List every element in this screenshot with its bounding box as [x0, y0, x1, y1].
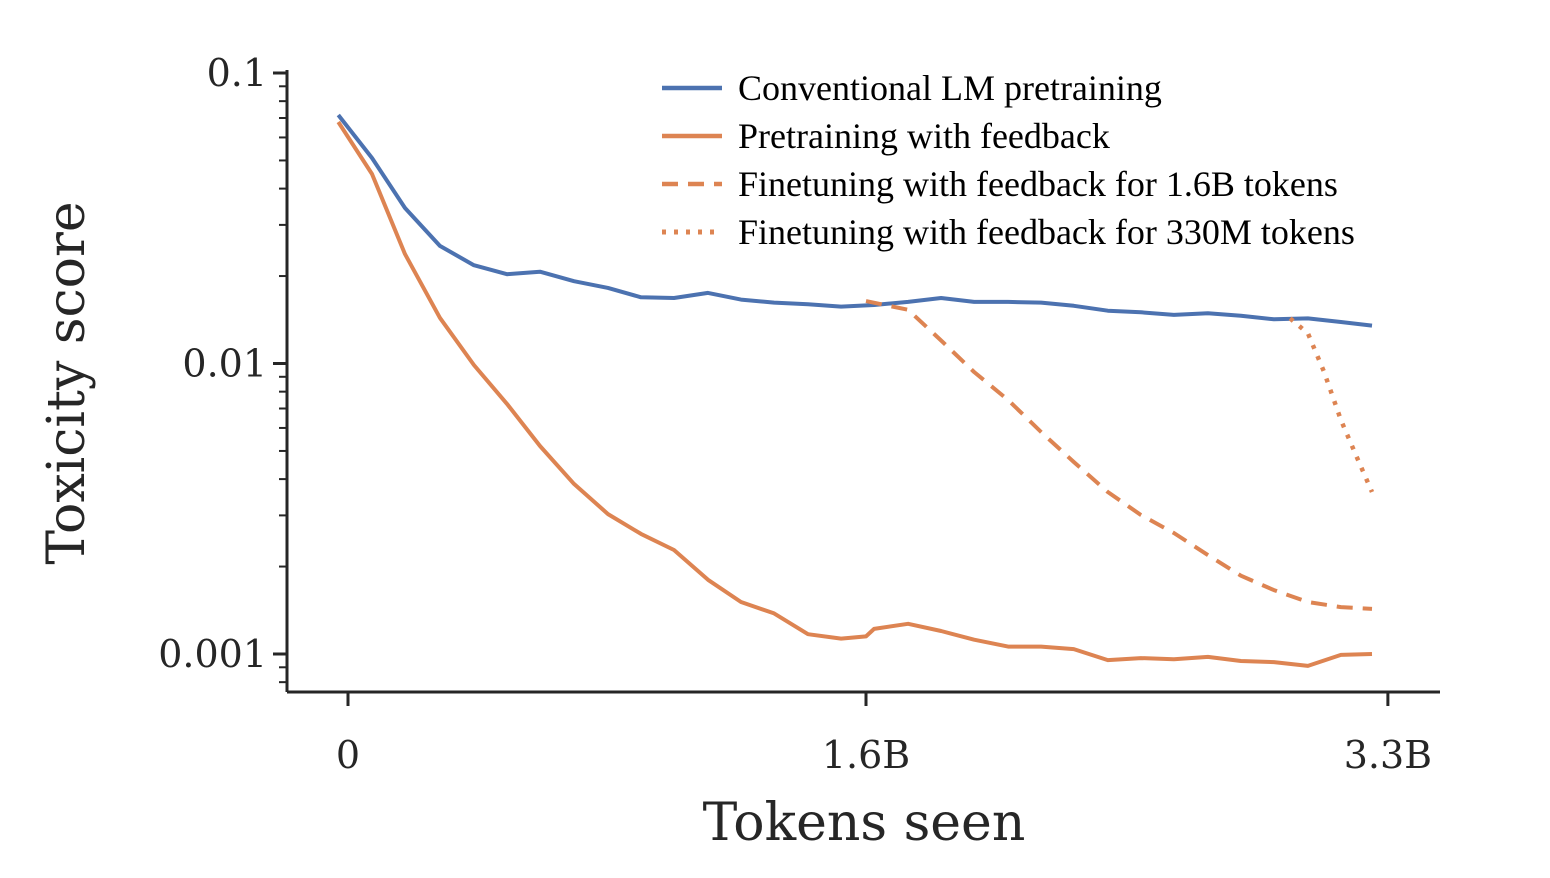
- y-tick-label: 0.1: [207, 51, 267, 95]
- y-tick-label: 0.001: [158, 632, 267, 676]
- series-line-3: [865, 299, 1373, 611]
- x-axis-title: Tokens seen: [703, 793, 1026, 853]
- x-tick-label: 1.6B: [822, 733, 910, 777]
- legend: Conventional LM pretraining Pretraining w…: [662, 68, 1355, 252]
- y-tick-label: 0.01: [182, 342, 267, 386]
- plot-area: [336, 113, 1375, 668]
- series-line-2: [336, 120, 1373, 668]
- legend-label-2: Pretraining with feedback: [738, 116, 1110, 156]
- series-line-4: [1288, 316, 1375, 493]
- legend-label-4: Finetuning with feedback for 330M tokens: [738, 212, 1355, 252]
- series-line-1: [336, 113, 1373, 328]
- legend-label-1: Conventional LM pretraining: [738, 68, 1162, 108]
- y-axis-title: Toxicity score: [37, 201, 97, 564]
- x-tick-label: 3.3B: [1344, 733, 1432, 777]
- x-tick-label: 0: [336, 733, 360, 777]
- axes: 0.1 0.01 0.001 0 1.6B 3.3B: [158, 51, 1440, 777]
- legend-label-3: Finetuning with feedback for 1.6B tokens: [738, 164, 1338, 204]
